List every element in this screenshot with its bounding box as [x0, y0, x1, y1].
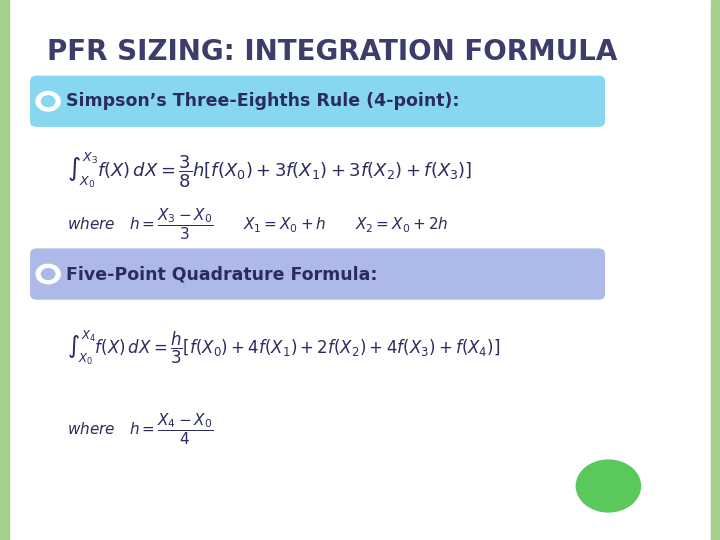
Circle shape: [42, 96, 55, 106]
Text: Simpson’s Three-Eighths Rule (4-point):: Simpson’s Three-Eighths Rule (4-point):: [66, 92, 459, 110]
Text: PFR SIZING: INTEGRATION FORMULA: PFR SIZING: INTEGRATION FORMULA: [47, 38, 617, 66]
FancyBboxPatch shape: [30, 248, 605, 300]
Text: Five-Point Quadrature Formula:: Five-Point Quadrature Formula:: [66, 265, 377, 283]
Text: $\int_{X_0}^{X_3} f(X)\,dX = \dfrac{3}{8}h\left[f(X_0)+3f(X_1)+3f(X_2)+f(X_3)\ri: $\int_{X_0}^{X_3} f(X)\,dX = \dfrac{3}{8…: [67, 151, 472, 190]
Circle shape: [42, 269, 55, 280]
FancyBboxPatch shape: [30, 76, 605, 127]
Circle shape: [576, 460, 641, 512]
Text: $\int_{X_0}^{X_4} f(X)\,dX = \dfrac{h}{3}\left[f(X_0)+4f(X_1)+2f(X_2)+4f(X_3)+f(: $\int_{X_0}^{X_4} f(X)\,dX = \dfrac{h}{3…: [67, 329, 500, 367]
Circle shape: [36, 265, 60, 284]
Text: 10: 10: [596, 477, 621, 495]
Text: $\mathit{where}\quad h = \dfrac{X_3 - X_0}{3} \qquad X_1 = X_0 + h \qquad X_2 = : $\mathit{where}\quad h = \dfrac{X_3 - X_…: [67, 206, 449, 242]
Circle shape: [36, 91, 60, 111]
Text: $\mathit{where}\quad h = \dfrac{X_4 - X_0}{4}$: $\mathit{where}\quad h = \dfrac{X_4 - X_…: [67, 411, 213, 447]
